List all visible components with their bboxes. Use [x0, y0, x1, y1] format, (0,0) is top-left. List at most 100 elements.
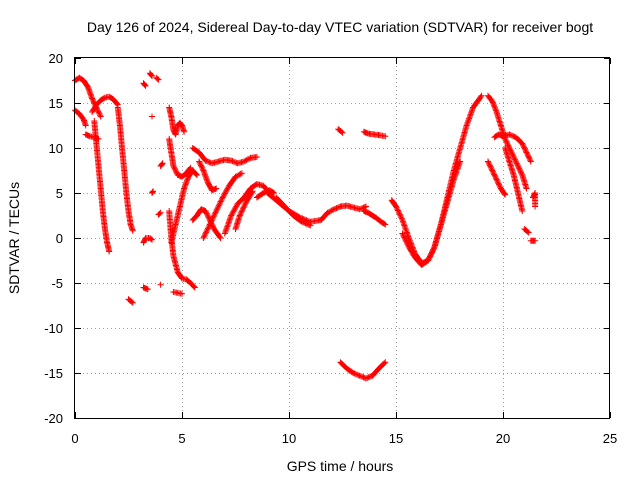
x-tick-label: 25	[603, 431, 617, 446]
data-point-markers	[140, 284, 151, 293]
series-arc-26	[200, 170, 245, 241]
data-point-markers	[125, 296, 136, 306]
data-point-markers	[166, 104, 188, 138]
y-tick-label: 20	[49, 51, 63, 66]
series-arc-22	[168, 167, 200, 246]
x-tick-label: 15	[389, 431, 403, 446]
x-axis-label: GPS time / hours	[287, 458, 394, 474]
data-point-markers	[264, 190, 325, 225]
series-arc-40	[485, 158, 509, 198]
series-arc-25	[189, 206, 224, 241]
series-arc-41	[491, 131, 534, 165]
series-arc-21	[170, 289, 185, 297]
data-point-markers	[149, 113, 155, 120]
series-arc-04	[91, 118, 113, 255]
series-arc-18	[166, 104, 188, 138]
series-arc-31	[273, 194, 314, 229]
data-point-markers	[273, 194, 314, 229]
data-point-markers	[335, 126, 346, 136]
data-point-markers	[502, 145, 526, 214]
data-point-markers	[153, 74, 162, 83]
data-point-markers	[337, 359, 389, 382]
series-arc-19	[166, 136, 194, 180]
y-tick-label: -20	[44, 411, 63, 426]
y-tick-label: 15	[49, 96, 63, 111]
series-arc-14	[149, 188, 157, 196]
axis-ticks	[75, 58, 611, 419]
x-tick-label: 0	[71, 431, 78, 446]
series-arc-24	[196, 158, 220, 194]
data-point-markers	[91, 118, 113, 255]
x-tick-label: 20	[496, 431, 510, 446]
data-point-markers	[189, 206, 224, 241]
data-point-markers	[155, 209, 164, 218]
series-arc-42	[502, 145, 526, 214]
y-tick-label: 10	[49, 141, 63, 156]
data-point-markers	[318, 202, 369, 223]
series-arc-32	[318, 202, 369, 223]
data-point-markers	[232, 188, 256, 232]
data-point-markers	[360, 128, 389, 140]
series-arc-33	[360, 208, 389, 228]
series-arc-44	[527, 237, 539, 244]
data-point-markers	[166, 136, 194, 180]
series-arc-35	[360, 128, 389, 140]
series-arc-27	[232, 188, 256, 232]
series-arc-23	[189, 145, 260, 167]
series-arc-36	[337, 359, 389, 382]
series-arc-07	[125, 296, 136, 306]
series-arc-43	[521, 226, 532, 236]
series-arc-09	[140, 235, 155, 246]
grid-lines	[75, 58, 610, 418]
data-point-markers	[530, 190, 539, 210]
series-arc-28	[221, 181, 273, 237]
y-tick-label: 5	[56, 186, 63, 201]
series-arc-10	[140, 80, 149, 89]
data-point-markers	[168, 167, 200, 246]
data-point-markers	[89, 93, 121, 115]
series-arc-08	[140, 284, 151, 293]
series-arc-06	[114, 104, 136, 234]
y-tick-label: 0	[56, 231, 63, 246]
y-tick-label: -5	[51, 276, 63, 291]
data-point-markers	[140, 80, 149, 89]
series-arc-16	[157, 160, 166, 169]
y-axis-label: SDTVAR / TECUs	[6, 182, 22, 294]
data-point-markers	[221, 181, 273, 237]
series-arc-34	[335, 126, 346, 136]
data-point-markers	[485, 158, 509, 198]
data-point-markers	[149, 188, 157, 196]
data-point-markers	[140, 235, 155, 246]
data-point-markers	[196, 158, 220, 194]
x-tick-label: 5	[178, 431, 185, 446]
y-tick-label: -10	[44, 321, 63, 336]
series-arc-38	[399, 158, 464, 268]
data-point-markers	[527, 237, 539, 244]
data-point-markers	[157, 281, 164, 288]
x-tick-label: 10	[282, 431, 296, 446]
data-point-markers	[399, 158, 464, 268]
data-points	[72, 70, 539, 382]
series-arc-45	[530, 190, 539, 210]
y-tick-labels: -20 -15 -10 -5 0 5 10 15 20	[44, 51, 63, 426]
y-tick-label: -15	[44, 366, 63, 381]
data-point-markers	[521, 226, 532, 236]
data-point-markers	[157, 160, 166, 169]
series-arc-11	[146, 70, 155, 79]
series-arc-05	[89, 93, 121, 115]
data-point-markers	[200, 170, 245, 241]
series-arc-17	[157, 281, 164, 288]
data-point-markers	[146, 70, 155, 79]
chart-title: Day 126 of 2024, Sidereal Day-to-day VTE…	[87, 19, 593, 35]
series-arc-15	[155, 209, 164, 218]
data-point-markers	[360, 208, 389, 228]
x-tick-labels: 0 5 10 15 20 25	[71, 431, 617, 446]
data-point-markers	[170, 289, 185, 297]
series-arc-12	[153, 74, 162, 83]
data-point-markers	[189, 145, 260, 167]
series-arc-13	[149, 113, 155, 120]
data-point-markers	[491, 131, 534, 165]
series-arc-30	[264, 190, 325, 225]
data-point-markers	[114, 104, 136, 234]
